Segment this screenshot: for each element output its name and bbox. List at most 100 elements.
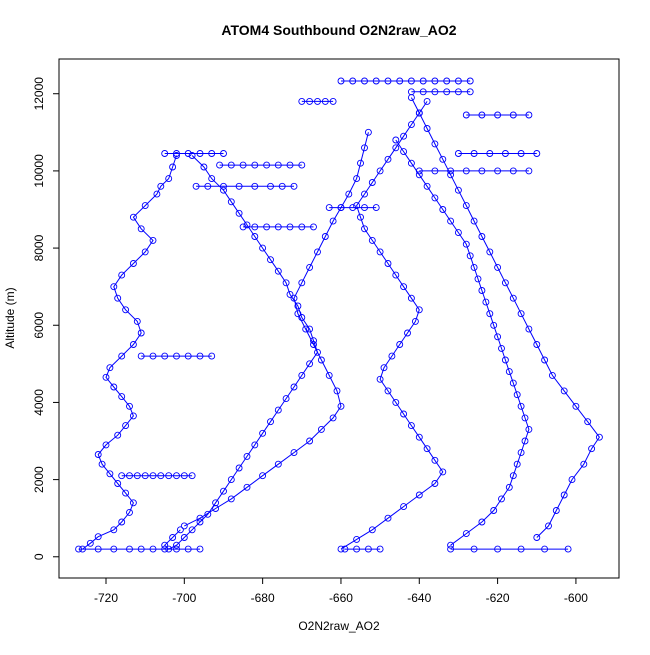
data-point — [368, 526, 376, 534]
data-point — [118, 472, 126, 480]
data-point — [329, 414, 337, 422]
data-point — [509, 472, 517, 480]
data-point — [353, 202, 361, 210]
data-point — [545, 522, 552, 530]
data-point — [384, 387, 392, 395]
data-point — [129, 213, 137, 221]
data-point — [180, 522, 188, 530]
data-point — [364, 545, 372, 553]
data-point — [118, 518, 126, 526]
data-point — [310, 223, 317, 231]
data-point — [466, 88, 474, 96]
x-tick-label: -700 — [172, 591, 196, 605]
data-point — [173, 472, 180, 480]
chart-title: ATOM4 Southbound O2N2raw_AO2 — [221, 22, 456, 38]
data-point — [584, 418, 592, 426]
series-3 — [337, 97, 447, 553]
series-10 — [192, 182, 298, 190]
data-point — [400, 503, 408, 511]
data-point — [114, 431, 122, 439]
data-point — [415, 491, 423, 499]
data-point — [400, 132, 408, 140]
data-point — [133, 472, 141, 480]
data-point — [325, 204, 333, 212]
data-point — [220, 182, 227, 190]
series-19 — [447, 545, 572, 553]
data-point — [321, 233, 329, 240]
data-point — [423, 182, 431, 190]
data-point — [384, 155, 392, 163]
data-point — [431, 77, 439, 85]
data-point — [188, 526, 196, 534]
data-point — [494, 111, 502, 119]
data-point — [274, 223, 282, 231]
data-point — [474, 275, 482, 283]
data-point — [407, 77, 415, 85]
data-point — [368, 179, 376, 186]
data-point — [447, 171, 455, 179]
data-point — [505, 368, 513, 376]
data-point — [470, 545, 478, 553]
data-point — [517, 310, 525, 318]
x-tick-label: -600 — [564, 591, 588, 605]
data-point — [329, 217, 337, 225]
data-point — [157, 472, 165, 480]
data-point — [267, 256, 274, 264]
data-point — [447, 545, 455, 553]
data-point — [384, 514, 392, 522]
data-point — [290, 182, 298, 190]
data-point — [454, 88, 462, 96]
data-point — [333, 387, 341, 395]
data-point — [568, 476, 576, 484]
data-point — [490, 507, 498, 514]
data-point — [235, 209, 243, 217]
data-point — [114, 480, 122, 487]
data-point — [129, 412, 137, 420]
data-point — [345, 190, 353, 198]
data-point — [470, 263, 478, 271]
data-point — [361, 190, 368, 198]
data-point — [75, 545, 83, 553]
data-point — [415, 171, 423, 179]
data-point — [513, 460, 521, 468]
data-point — [216, 161, 224, 169]
data-point — [498, 344, 505, 352]
data-point — [129, 499, 137, 507]
data-point — [423, 97, 431, 105]
data-point — [141, 202, 149, 210]
data-point — [466, 252, 474, 260]
data-point — [278, 182, 286, 190]
data-point — [560, 387, 568, 395]
data-point — [110, 545, 118, 553]
data-point — [239, 223, 247, 231]
data-point — [126, 402, 133, 410]
data-point — [431, 140, 439, 148]
data-point — [392, 144, 400, 152]
data-point — [298, 161, 306, 169]
y-tick-label: 6000 — [32, 312, 46, 339]
data-point — [122, 489, 130, 497]
data-point — [141, 472, 149, 480]
data-point — [141, 248, 149, 256]
data-point — [396, 77, 404, 85]
data-point — [94, 533, 102, 541]
data-point — [196, 352, 204, 360]
data-point — [184, 352, 192, 360]
data-point — [470, 217, 478, 225]
data-point — [184, 150, 192, 157]
data-point — [486, 310, 494, 318]
data-point — [431, 194, 439, 202]
data-point — [274, 406, 282, 414]
y-tick-label: 12000 — [32, 77, 46, 111]
data-point — [478, 167, 486, 175]
data-point — [286, 161, 294, 169]
data-point — [161, 150, 169, 157]
series-9 — [161, 150, 227, 157]
data-point — [525, 167, 533, 175]
data-point — [94, 451, 102, 458]
data-point — [196, 518, 204, 526]
y-tick-label: 8000 — [32, 234, 46, 261]
data-point — [282, 395, 290, 403]
data-point — [470, 150, 478, 157]
